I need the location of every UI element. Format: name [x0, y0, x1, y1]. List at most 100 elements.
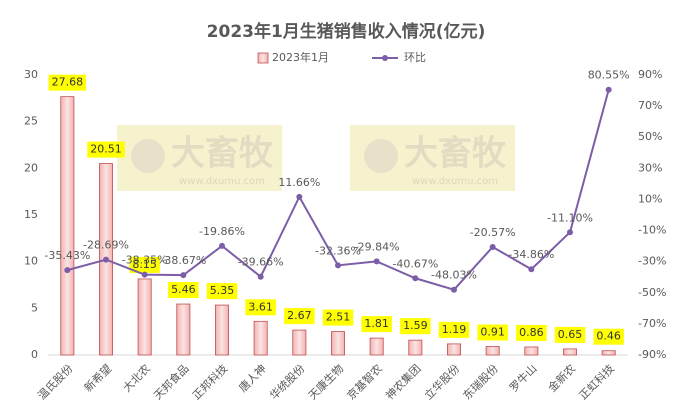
chart-title: 2023年1月生猪销售收入情况(亿元) — [207, 21, 486, 42]
bar — [447, 343, 461, 356]
x-tick-label: 正虹科技 — [576, 361, 617, 402]
x-tick-label: 华统股份 — [267, 361, 308, 402]
data-label: -48.03% — [431, 269, 477, 282]
data-label: -11.10% — [547, 211, 593, 224]
y-tick-label: 25 — [24, 115, 38, 128]
bar — [60, 96, 75, 356]
line-marker — [103, 256, 109, 263]
data-label-bg — [87, 141, 125, 158]
y2-tick-label: -50% — [638, 286, 666, 299]
data-label: -39.66% — [238, 256, 284, 269]
y-tick-label: 30 — [24, 68, 38, 81]
x-tick-label: 新希望 — [81, 361, 114, 394]
data-label-bg — [245, 299, 276, 316]
y2-tick-label: 70% — [638, 99, 662, 112]
line-marker — [180, 272, 187, 279]
line-marker — [141, 271, 148, 278]
data-label: -34.86% — [508, 248, 554, 261]
y2-tick-label: -70% — [638, 317, 666, 330]
line-marker — [451, 286, 457, 293]
data-label: -40.67% — [392, 257, 438, 270]
data-label: 5.35 — [210, 284, 235, 297]
data-label: -35.43% — [44, 249, 90, 262]
y2-tick-label: 10% — [638, 192, 662, 205]
x-tick-label: 大北农 — [120, 361, 153, 394]
data-label: 0.91 — [480, 326, 505, 339]
x-tick-label: 东瑞股份 — [460, 361, 501, 402]
watermark-brand: 大畜牧 — [171, 134, 274, 174]
y2-tick-label: -10% — [638, 224, 666, 237]
data-label: 8.15 — [132, 258, 157, 271]
data-label: -29.84% — [354, 240, 400, 253]
data-label: 2.51 — [326, 311, 351, 324]
data-label-bg — [284, 308, 315, 325]
data-label-bg — [516, 324, 547, 341]
watermark-logo — [364, 139, 398, 173]
line-marker — [257, 273, 264, 280]
y2-tick-label: -90% — [638, 348, 666, 361]
line-marker — [335, 262, 341, 269]
bar — [563, 348, 577, 356]
bar — [176, 303, 191, 356]
data-label: 80.55% — [588, 69, 630, 82]
x-tick-label: 唐人神 — [236, 361, 269, 394]
x-tick-label: 罗牛山 — [506, 361, 539, 394]
data-label-bg — [593, 328, 624, 345]
bar — [331, 331, 345, 356]
data-label-bg — [554, 326, 586, 343]
data-label: 3.61 — [248, 300, 273, 313]
data-label: 1.59 — [403, 319, 428, 332]
line-marker — [605, 86, 612, 93]
data-label: 20.51 — [90, 143, 122, 156]
watermark-logo — [131, 139, 165, 173]
data-label-bg — [129, 256, 160, 273]
data-label: 1.19 — [442, 323, 467, 336]
x-tick-label: 立华股份 — [421, 361, 462, 402]
y-tick-label: 5 — [31, 301, 38, 314]
bar — [215, 304, 229, 356]
legend-label: 2023年1月 — [272, 50, 329, 64]
data-label-bg — [48, 74, 87, 91]
data-label-bg — [477, 324, 508, 341]
bar — [601, 350, 616, 356]
data-label-bg — [438, 321, 470, 338]
y2-tick-label: 90% — [638, 68, 662, 81]
legend-marker — [382, 55, 388, 61]
x-tick-label: 天康生物 — [305, 361, 346, 402]
y2-tick-label: 50% — [638, 130, 662, 143]
data-label: 0.86 — [519, 326, 544, 339]
data-label: 2.67 — [287, 309, 312, 322]
line-marker — [412, 275, 419, 282]
line-marker — [296, 193, 303, 200]
line-marker — [219, 242, 225, 249]
line-marker — [528, 266, 535, 273]
data-label: -28.69% — [83, 239, 129, 252]
bar — [485, 346, 500, 356]
legend-label: 环比 — [404, 51, 426, 64]
data-label: 0.65 — [558, 328, 583, 341]
x-tick-label: 京基智农 — [344, 361, 385, 402]
line-marker — [489, 243, 496, 250]
bar — [253, 320, 268, 356]
x-tick-label: 温氏股份 — [35, 362, 75, 402]
bar — [408, 339, 423, 356]
bar — [369, 337, 384, 356]
watermark-brand: 大畜牧 — [404, 134, 507, 174]
data-label-bg — [361, 316, 392, 333]
line-marker — [373, 258, 380, 265]
data-label: -38.35% — [122, 254, 168, 267]
x-tick-label: 金新农 — [545, 361, 578, 394]
y-tick-label: 20 — [24, 161, 38, 174]
y-tick-label: 0 — [31, 348, 38, 361]
bar — [524, 346, 539, 356]
data-label-bg — [400, 318, 431, 335]
data-label: 5.46 — [171, 283, 196, 296]
data-label: 11.66% — [278, 176, 320, 189]
y2-tick-label: 30% — [638, 161, 662, 174]
data-label-bg — [206, 283, 238, 300]
y-tick-label: 15 — [24, 208, 38, 221]
x-tick-label: 天邦食品 — [151, 361, 192, 402]
watermark-url: www.dxumu.com — [179, 176, 265, 187]
y2-tick-label: -30% — [638, 255, 666, 268]
